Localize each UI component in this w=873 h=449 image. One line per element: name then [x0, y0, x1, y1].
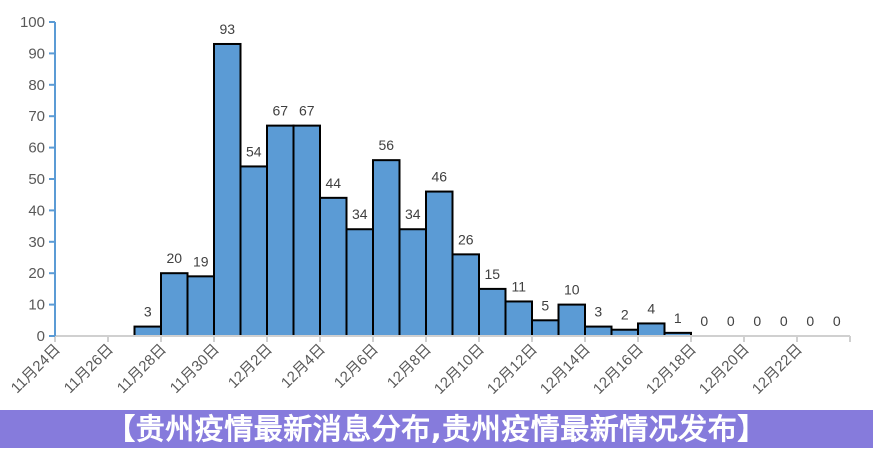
x-tick-label: 12月8日 [384, 341, 435, 392]
bar [425, 190, 454, 337]
y-tick-label: 10 [28, 297, 45, 314]
x-tick-label: 12月12日 [484, 341, 541, 398]
y-tick-label: 0 [37, 328, 45, 345]
x-tick-label: 12月16日 [590, 341, 647, 398]
data-label: 1 [674, 310, 682, 326]
data-label: 0 [806, 313, 814, 329]
bar [266, 124, 295, 338]
data-label: 10 [564, 282, 580, 298]
y-tick-label: 40 [28, 202, 45, 219]
y-tick-label: 30 [28, 234, 45, 251]
x-tick-label: 12月4日 [278, 341, 329, 392]
y-tick-label: 70 [28, 108, 45, 125]
data-label: 0 [753, 313, 761, 329]
data-label: 67 [272, 103, 288, 119]
bar [398, 228, 427, 338]
x-tick-label: 11月28日 [114, 341, 170, 397]
y-tick-label: 80 [28, 77, 45, 94]
data-label: 93 [219, 21, 235, 37]
data-label: 15 [484, 266, 500, 282]
x-tick-label: 12月2日 [225, 341, 276, 392]
y-tick-label: 20 [28, 265, 45, 282]
x-tick-label: 12月22日 [749, 341, 806, 398]
data-label: 34 [352, 206, 368, 222]
bar [478, 287, 507, 337]
bar [637, 322, 666, 338]
title-banner: 【贵州疫情最新消息分布,贵州疫情最新情况发布】 [0, 410, 873, 448]
data-label: 0 [833, 313, 841, 329]
bar [345, 228, 374, 338]
y-tick-label: 90 [28, 45, 45, 62]
data-label: 0 [780, 313, 788, 329]
banner-text: 【贵州疫情最新消息分布,贵州疫情最新情况发布】 [106, 412, 767, 446]
data-label: 20 [166, 250, 182, 266]
bar [584, 325, 613, 337]
data-label: 26 [458, 231, 474, 247]
bar [133, 325, 162, 337]
x-tick-label: 12月10日 [431, 341, 488, 398]
x-tick-label: 12月6日 [331, 341, 382, 392]
x-tick-label: 11月26日 [61, 341, 117, 397]
data-label: 54 [246, 143, 262, 159]
x-tick-label: 12月20日 [696, 341, 753, 398]
bar [186, 275, 215, 337]
data-label: 0 [700, 313, 708, 329]
x-tick-label: 11月30日 [167, 341, 223, 397]
data-label: 44 [325, 175, 341, 191]
data-label: 2 [621, 307, 629, 323]
y-tick-label: 50 [28, 171, 45, 188]
data-label: 34 [405, 206, 421, 222]
data-label: 19 [193, 253, 209, 269]
bar [239, 165, 268, 337]
data-label: 46 [431, 169, 447, 185]
data-label: 56 [378, 137, 394, 153]
x-tick-label: 11月24日 [8, 341, 64, 397]
data-label: 0 [727, 313, 735, 329]
y-tick-label: 60 [28, 140, 45, 157]
bar [504, 300, 533, 337]
data-label: 11 [511, 278, 526, 294]
bar [372, 159, 401, 337]
bar [292, 124, 321, 338]
x-tick-label: 12月14日 [537, 341, 594, 398]
data-label: 67 [299, 103, 315, 119]
bar [557, 303, 586, 338]
data-label: 5 [541, 297, 549, 313]
bar [213, 42, 242, 337]
y-tick-label: 100 [20, 14, 45, 31]
x-tick-label: 12月18日 [643, 341, 700, 398]
bar [160, 272, 189, 338]
bar [451, 253, 480, 337]
bar [531, 319, 560, 337]
bar [319, 196, 348, 337]
data-label: 3 [144, 304, 152, 320]
data-label: 3 [594, 304, 602, 320]
data-label: 4 [647, 300, 655, 316]
